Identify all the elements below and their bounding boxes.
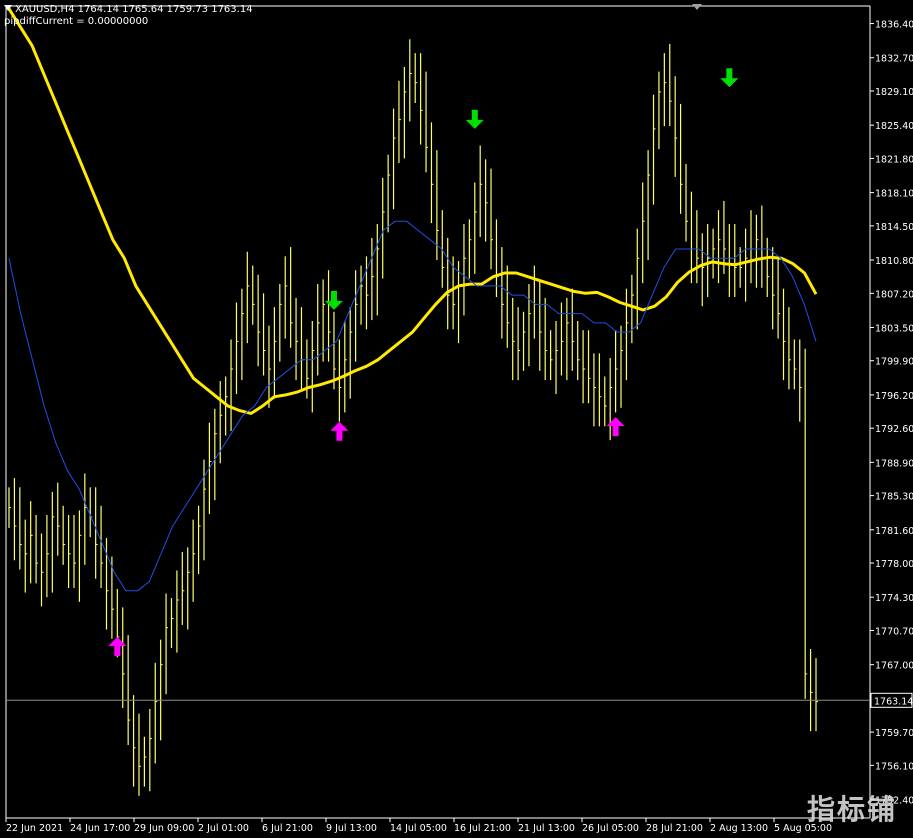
y-tick-label: 1767.00 [875, 661, 913, 672]
y-tick-label: 1785.30 [875, 492, 913, 503]
sell-arrow-icon [720, 68, 739, 88]
buy-arrow-icon [330, 421, 349, 441]
y-tick-label: 1792.60 [875, 424, 913, 435]
y-tick-label: 1814.50 [875, 222, 913, 233]
indicator-readout: pipdiffCurrent = 0.00000000 [4, 16, 149, 27]
y-tick-label: 1836.40 [875, 20, 913, 31]
moving-averages [7, 8, 818, 592]
y-tick-label: 1774.30 [875, 593, 913, 604]
x-tick-label: 24 Jun 17:00 [70, 823, 130, 834]
y-tick-label: 1756.10 [875, 761, 913, 772]
y-tick-label: 1803.50 [875, 323, 913, 334]
y-tick-label: 1788.90 [875, 458, 913, 469]
y-tick-label: 1829.10 [875, 87, 913, 98]
buy-arrow-icon [606, 417, 625, 437]
x-tick-label: 9 Jul 13:00 [326, 823, 377, 834]
x-tick-label: 5 Aug 05:00 [774, 823, 832, 834]
x-tick-label: 28 Jul 21:00 [646, 823, 703, 834]
y-tick-label: 1818.10 [875, 189, 913, 200]
y-tick-label: 1825.40 [875, 121, 913, 132]
y-tick-label: 1781.60 [875, 526, 913, 537]
x-tick-label: 21 Jul 13:00 [518, 823, 575, 834]
sell-arrow-icon [324, 290, 343, 310]
x-tick-label: 2 Aug 13:00 [710, 823, 768, 834]
y-tick-label: 1770.70 [875, 626, 913, 637]
x-tick-label: 22 Jun 2021 [6, 823, 63, 834]
y-tick-label: 1752.40 [875, 796, 913, 807]
x-tick-label: 16 Jul 21:00 [454, 823, 511, 834]
y-tick-label: 1821.80 [875, 154, 913, 165]
scroll-marker-icon[interactable] [692, 4, 702, 10]
current-price-label: 1763.14 [874, 696, 913, 707]
x-tick-label: 14 Jul 05:00 [390, 823, 447, 834]
x-tick-label: 26 Jul 05:00 [582, 823, 639, 834]
y-tick-label: 1810.80 [875, 256, 913, 267]
sell-arrow-icon [465, 109, 484, 129]
fast-ma-line [8, 220, 817, 592]
menu-triangle-icon[interactable] [4, 5, 12, 11]
chart-header: XAUUSD,H4 1764.14 1765.64 1759.73 1763.1… [4, 4, 253, 28]
current-price-tag [870, 692, 913, 708]
axes: 1836.40 1832.70 1829.10 1825.40 1821.80 1818.… [5, 4, 913, 834]
y-tick-label: 1796.20 [875, 391, 913, 402]
x-tick-label: 2 Jul 01:00 [198, 823, 249, 834]
slow-ma-line [7, 8, 818, 415]
signal-arrows [108, 68, 739, 656]
watermark: 指标铺 [806, 793, 897, 826]
y-tick-label: 1832.70 [875, 54, 913, 65]
x-tick-label: 29 Jun 09:00 [134, 823, 194, 834]
y-tick-label: 1807.20 [875, 289, 913, 300]
y-tick-label: 1778.00 [875, 559, 913, 570]
x-tick-label: 6 Jul 21:00 [262, 823, 313, 834]
buy-arrow-icon [108, 636, 127, 656]
y-tick-label: 1799.90 [875, 357, 913, 368]
symbol-info: XAUUSD,H4 1764.14 1765.64 1759.73 1763.1… [15, 4, 253, 15]
y-tick-label: 1759.70 [875, 728, 913, 739]
